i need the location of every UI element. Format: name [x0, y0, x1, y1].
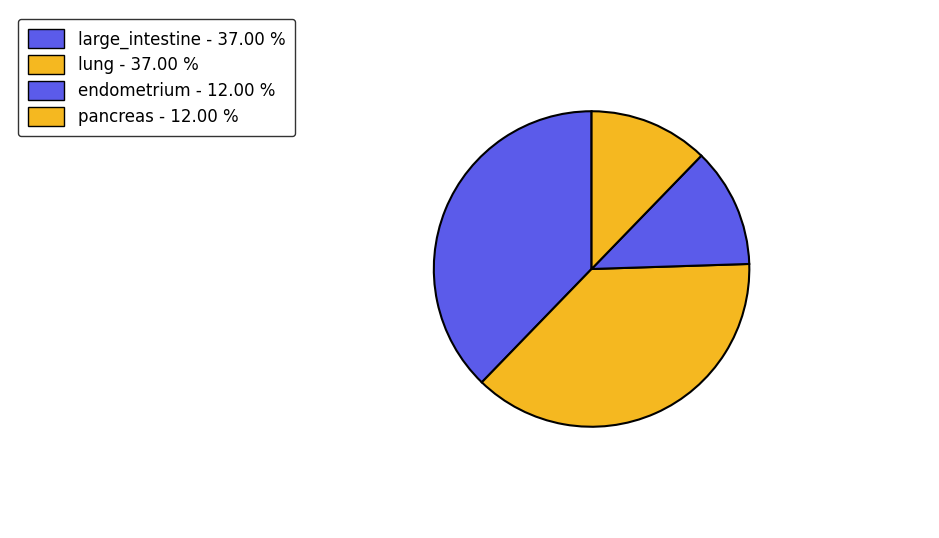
- Wedge shape: [592, 111, 701, 269]
- Legend: large_intestine - 37.00 %, lung - 37.00 %, endometrium - 12.00 %, pancreas - 12.: large_intestine - 37.00 %, lung - 37.00 …: [18, 19, 296, 136]
- Wedge shape: [434, 111, 592, 383]
- Wedge shape: [482, 264, 749, 427]
- Wedge shape: [592, 155, 749, 269]
